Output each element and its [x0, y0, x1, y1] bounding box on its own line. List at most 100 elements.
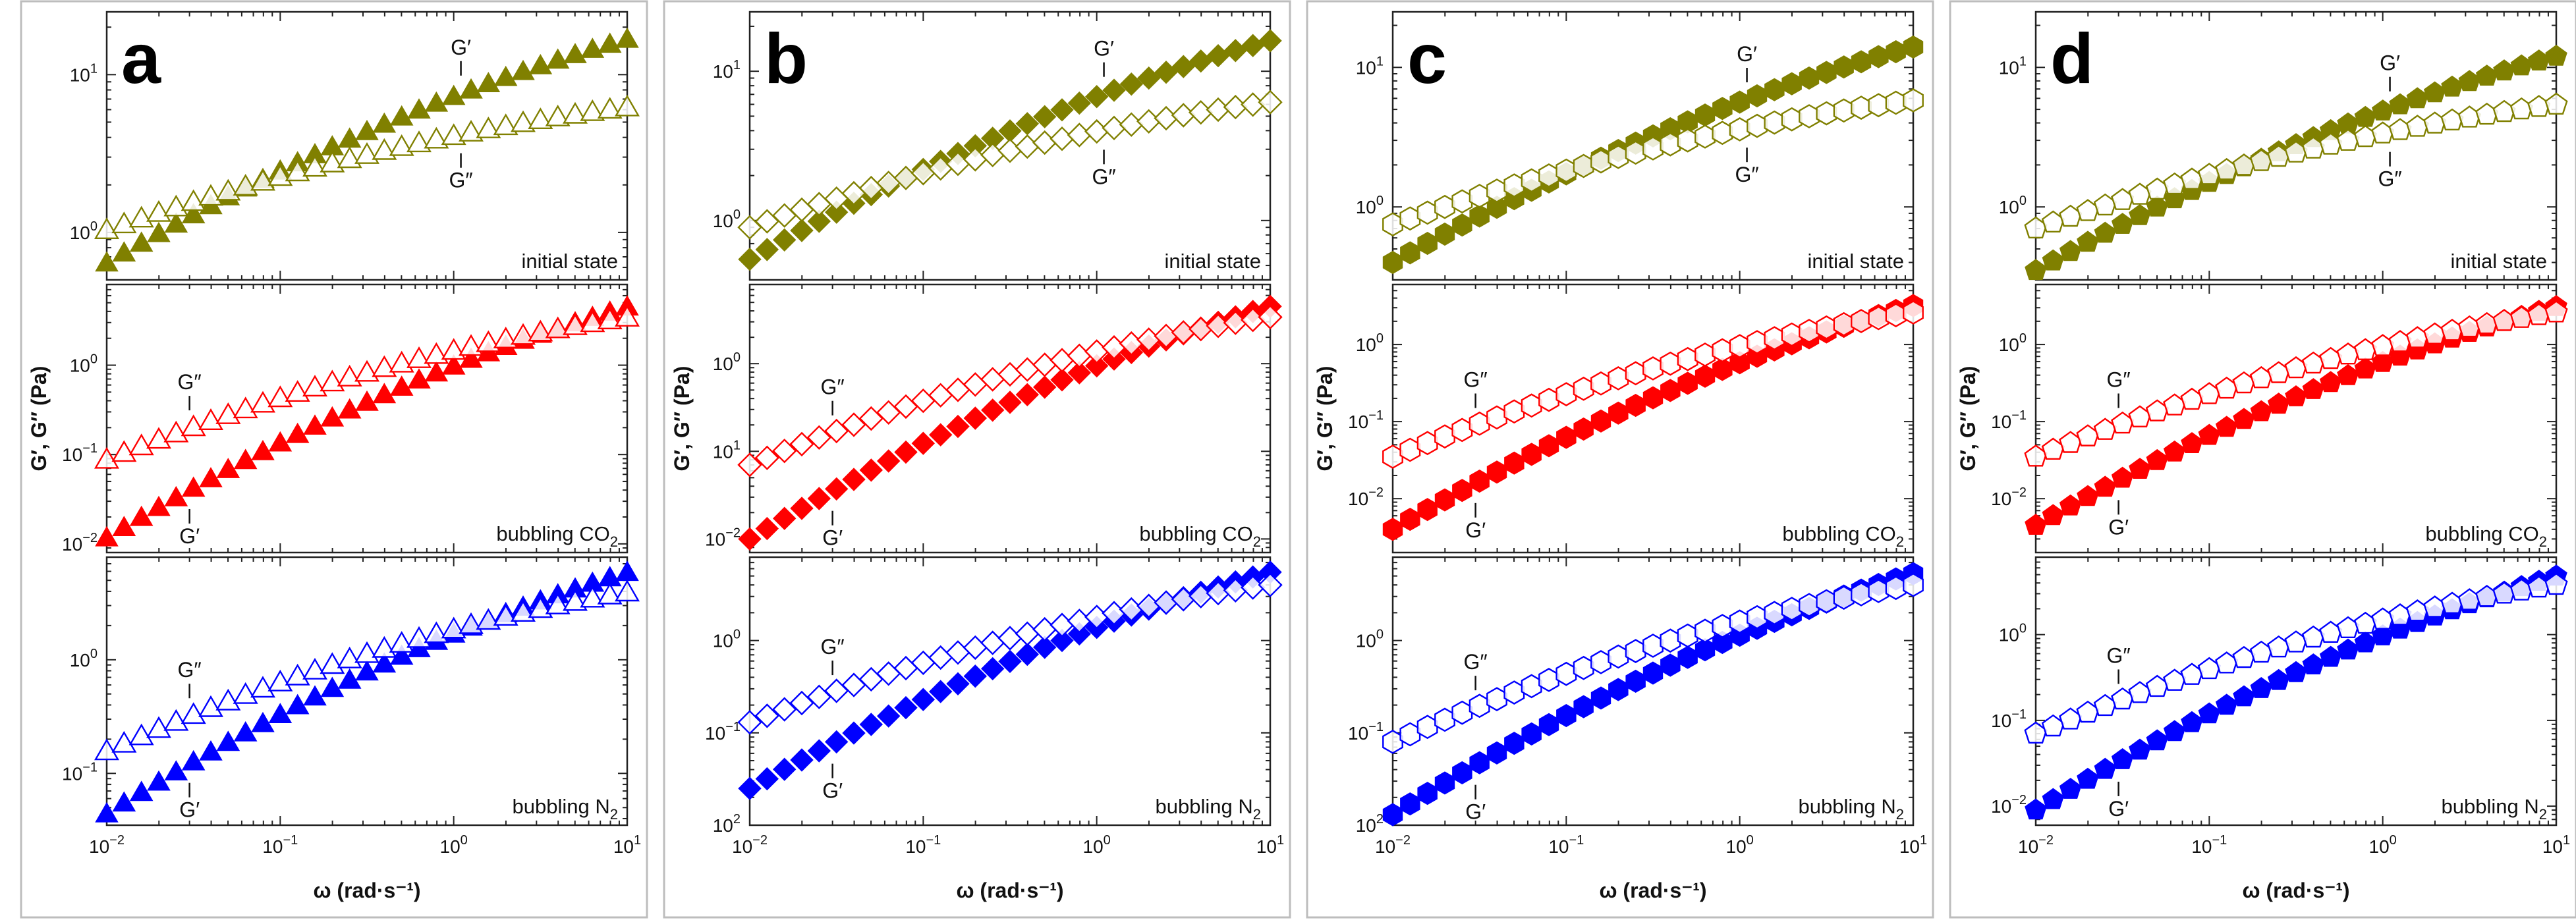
data-point: [1747, 84, 1768, 108]
data-point: [181, 702, 206, 724]
data-point: [424, 342, 449, 364]
data-point: [790, 748, 814, 772]
y-tick-label: 10−1: [705, 720, 741, 744]
data-point: [1032, 105, 1057, 128]
data-point: [1660, 132, 1681, 157]
data-point: [1451, 189, 1473, 214]
data-point: [1417, 782, 1438, 805]
data-point: [1050, 98, 1074, 122]
data-point: [1868, 306, 1890, 331]
data-point: [1206, 43, 1230, 68]
data-point: [1521, 393, 1542, 418]
data-point: [1067, 622, 1092, 646]
data-point: [94, 738, 119, 761]
data-point: [1241, 34, 1265, 57]
y-tick-label: 100: [70, 219, 98, 243]
axes-box: [748, 11, 1272, 281]
data-point: [755, 516, 779, 541]
data-point: [1136, 109, 1162, 134]
data-point: [997, 626, 1022, 651]
x-tick-label: 10−2: [2018, 833, 2054, 857]
data-point: [1538, 387, 1559, 412]
data-point: [1032, 130, 1057, 155]
data-point: [580, 585, 605, 608]
data-point: [824, 418, 849, 444]
data-point: [1556, 704, 1577, 728]
data-point: [2025, 798, 2047, 820]
data-point: [790, 219, 814, 242]
data-point: [1764, 326, 1785, 350]
y-tick-label: 100: [1356, 331, 1384, 355]
series-loss-modulus-n2: [1382, 572, 1924, 754]
series-loss-modulus-initial: [94, 94, 640, 239]
data-point: [563, 589, 588, 611]
data-point: [1816, 315, 1837, 340]
y-tick-label: 10−2: [1991, 793, 2027, 817]
data-point: [2146, 729, 2169, 751]
data-point: [1119, 112, 1144, 137]
y-tick-label: 10−1: [1348, 720, 1384, 744]
y-tick-label: 101: [1356, 54, 1384, 78]
data-point: [181, 749, 206, 771]
data-point: [1486, 460, 1507, 484]
data-point: [806, 425, 831, 450]
data-point: [389, 644, 414, 665]
data-point: [2129, 458, 2151, 479]
data-point: [615, 304, 640, 327]
data-point: [129, 780, 154, 801]
x-axis-label: ω (rad·s⁻¹): [2242, 879, 2349, 902]
x-tick-label: 100: [2369, 833, 2397, 857]
axes-box: [105, 556, 629, 827]
y-tick-label: 101: [713, 438, 741, 462]
x-tick-label: 10−1: [2191, 833, 2227, 857]
data-point: [2163, 720, 2186, 742]
data-point: [1851, 95, 1872, 120]
data-point: [406, 130, 432, 153]
data-point: [1119, 72, 1144, 96]
data-point: [1503, 680, 1525, 705]
data-point: [215, 178, 241, 201]
data-point: [1382, 518, 1403, 541]
data-point: [1885, 303, 1907, 327]
data-point: [2544, 300, 2568, 323]
data-point: [2129, 738, 2151, 760]
data-point: [2025, 514, 2047, 535]
data-point: [355, 119, 379, 140]
data-point: [181, 476, 206, 497]
y-tick-label: 100: [1356, 628, 1384, 651]
data-point: [1885, 90, 1907, 115]
data-point: [1573, 655, 1594, 680]
y-tick-label: 10−1: [1348, 408, 1384, 432]
data-point: [198, 184, 223, 206]
data-point: [493, 604, 518, 626]
data-point: [598, 32, 622, 53]
condition-label: initial state: [522, 250, 618, 273]
data-point: [1223, 39, 1248, 63]
annotation-label: G″: [821, 635, 845, 659]
data-point: [876, 449, 901, 473]
data-point: [1434, 194, 1455, 219]
data-point: [563, 313, 588, 335]
data-point: [842, 468, 866, 491]
data-point: [1469, 411, 1490, 436]
y-tick-label: 10−2: [1991, 485, 2027, 509]
data-point: [1521, 674, 1542, 699]
data-point: [1903, 88, 1924, 113]
annotation-label: G″: [178, 658, 202, 682]
data-point: [1781, 72, 1802, 95]
data-point: [1015, 621, 1040, 646]
data-point: [1451, 418, 1473, 443]
x-tick-label: 10−1: [905, 833, 941, 857]
data-point: [1258, 572, 1283, 597]
data-point: [1504, 451, 1525, 475]
data-point: [545, 104, 571, 126]
data-point: [1050, 126, 1075, 151]
subplot-initial: 100 101 G′ G″ initial state: [713, 11, 1283, 281]
data-point: [597, 97, 623, 119]
data-point: [1851, 309, 1872, 333]
panel-c: 100 101 G′ G″ initial state 10−2 10−1 100 G″ G′ bu…: [1306, 0, 1934, 919]
data-point: [1903, 572, 1924, 597]
data-point: [1642, 356, 1664, 381]
data-point: [528, 319, 553, 342]
condition-label: bubbling N2: [1156, 795, 1261, 823]
